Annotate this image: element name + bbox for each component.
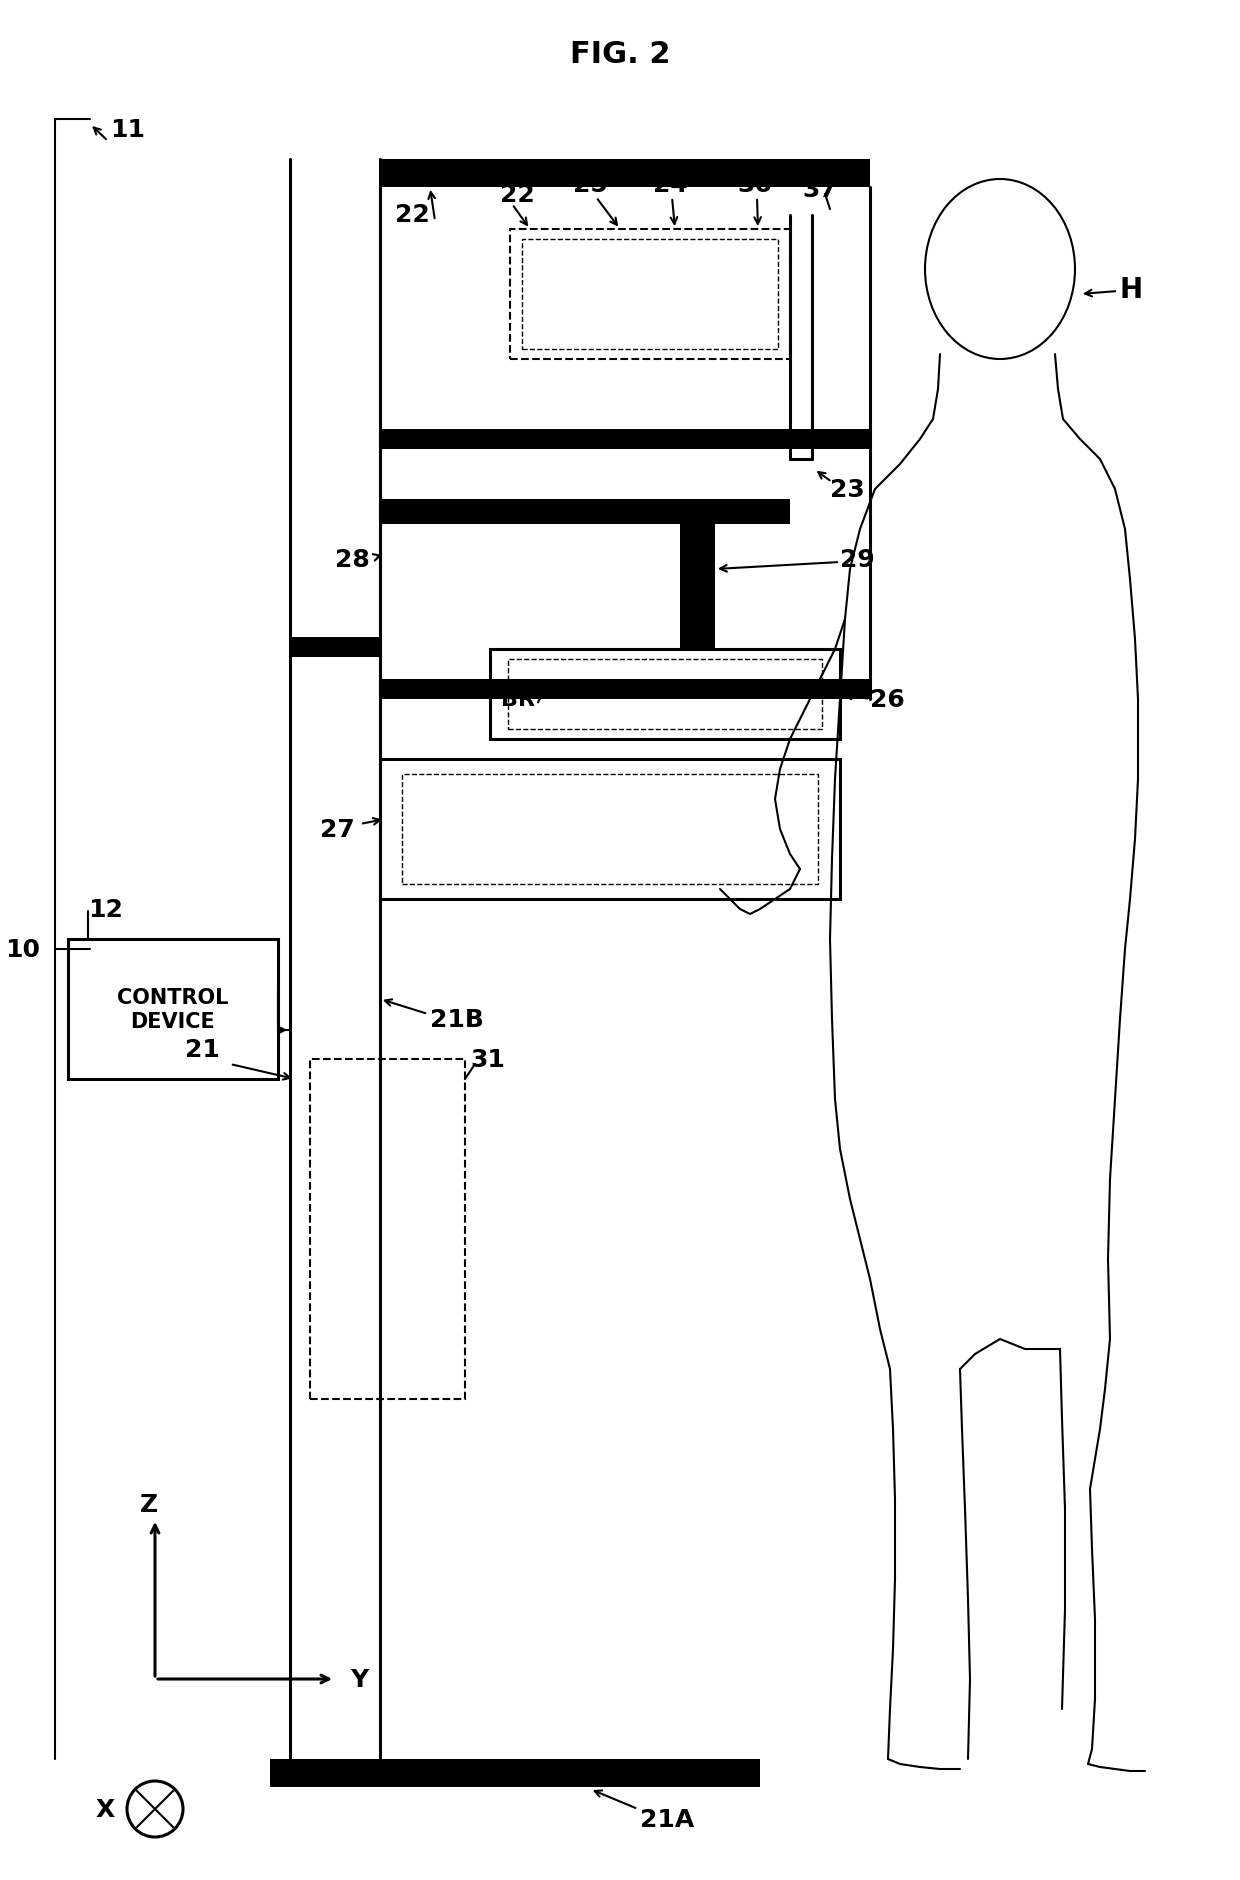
Bar <box>490 650 839 739</box>
Text: 12: 12 <box>88 897 123 921</box>
Text: 27: 27 <box>320 818 355 842</box>
Bar <box>379 681 870 699</box>
Bar <box>379 500 790 525</box>
Text: 24: 24 <box>652 173 687 197</box>
Bar <box>522 241 777 350</box>
Text: 11: 11 <box>110 118 145 141</box>
Text: 29: 29 <box>839 547 874 572</box>
Text: 22: 22 <box>500 182 534 207</box>
Text: Y: Y <box>350 1668 368 1692</box>
Text: CONTROL
DEVICE: CONTROL DEVICE <box>118 987 228 1030</box>
Text: Z: Z <box>140 1493 159 1515</box>
Text: FIG. 2: FIG. 2 <box>569 41 671 70</box>
Bar <box>510 229 790 359</box>
Bar <box>508 660 822 729</box>
Text: H: H <box>1120 276 1143 305</box>
Text: 23: 23 <box>830 478 864 502</box>
Text: 21B: 21B <box>430 1008 484 1032</box>
Bar <box>290 637 379 658</box>
Text: 31: 31 <box>470 1047 505 1072</box>
Text: 22A: 22A <box>301 635 355 660</box>
Text: BR: BR <box>501 690 534 709</box>
Text: 36: 36 <box>738 173 773 197</box>
Text: 10: 10 <box>5 938 40 961</box>
Bar <box>310 1060 465 1399</box>
Bar <box>68 940 278 1079</box>
Text: 28: 28 <box>335 547 370 572</box>
Text: X: X <box>95 1797 115 1822</box>
Bar <box>379 760 839 899</box>
Circle shape <box>126 1780 184 1837</box>
Text: 21: 21 <box>185 1038 219 1062</box>
Bar <box>379 160 870 188</box>
Bar <box>402 775 818 884</box>
Text: 26: 26 <box>870 688 905 713</box>
Text: 22: 22 <box>396 203 430 227</box>
Text: 37: 37 <box>802 179 837 201</box>
Text: 25: 25 <box>573 173 608 197</box>
Text: 21A: 21A <box>640 1807 694 1831</box>
Bar <box>270 1760 760 1788</box>
Bar <box>379 431 870 449</box>
Bar <box>680 525 715 650</box>
